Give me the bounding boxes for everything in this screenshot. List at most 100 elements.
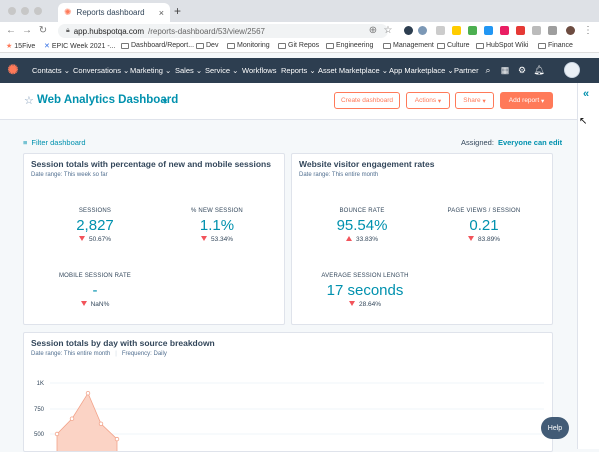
bookmark-item[interactable]: ✕ EPIC Week 2021 -...	[44, 42, 116, 51]
expand-sidebar-icon[interactable]: «	[583, 88, 590, 100]
down-arrow-icon	[78, 236, 85, 241]
dashboard-switcher-chevron-icon[interactable]: ▼	[161, 97, 169, 106]
card-title[interactable]: Website visitor engagement rates	[299, 159, 435, 169]
dashboard-header: ☆ Web Analytics Dashboard ▼ Create dashb…	[0, 83, 577, 120]
bookmarks-bar: ★ 15Five ✕ EPIC Week 2021 -... Dashboard/R…	[0, 40, 599, 53]
bookmark-folder[interactable]: Culture	[437, 42, 470, 49]
card-date-range: Date range: This entire month	[299, 172, 379, 178]
series-area	[56, 392, 118, 451]
assigned-value-link[interactable]: Everyone can edit	[497, 138, 563, 147]
data-point[interactable]	[114, 436, 120, 442]
favorite-star-icon[interactable]: ☆	[24, 95, 34, 107]
address-bar-row: ← → ↻ 🔒︎ app.hubspotqa.com/reports-dashb…	[0, 22, 599, 40]
help-button[interactable]: Help	[541, 417, 569, 439]
bookmark-folder[interactable]: HubSpot Wiki	[476, 42, 528, 49]
bookmark-item[interactable]: ★ 15Five	[6, 42, 36, 51]
tab-title: Reports dashboard	[76, 8, 145, 17]
down-arrow-icon	[467, 236, 474, 241]
bookmark-folder[interactable]: Engineering	[326, 42, 373, 49]
bookmark-folder[interactable]: Finance	[538, 42, 573, 49]
forward-icon[interactable]: →	[22, 25, 32, 36]
extension-icon[interactable]	[516, 26, 525, 35]
extension-icon[interactable]	[418, 26, 427, 35]
extension-icon[interactable]	[404, 26, 413, 35]
bookmark-star-icon[interactable]: ☆	[383, 25, 393, 36]
extension-icon[interactable]	[484, 26, 493, 35]
user-avatar[interactable]	[564, 62, 580, 78]
mouse-cursor-icon: ↖	[579, 116, 588, 127]
actions-button[interactable]: Actions ▾	[406, 92, 450, 109]
folder-icon	[538, 42, 546, 49]
marketplace-icon[interactable]: ▦	[500, 65, 510, 75]
nav-item-contacts[interactable]: Contacts ⌄	[32, 66, 70, 75]
browser-tab[interactable]: ✺ Reports dashboard ×	[58, 3, 170, 22]
metric-mobile-session-rate: MOBILE SESSION RATE - NaN%	[58, 273, 132, 308]
data-point[interactable]	[69, 416, 75, 421]
reload-icon[interactable]: ↻	[38, 25, 48, 36]
search-icon[interactable]: ⌕	[485, 65, 491, 75]
metric-sessions: SESSIONS 2,827 50.67%	[76, 208, 114, 243]
nav-item-asset-marketplace[interactable]: Asset Marketplace ⌄	[318, 66, 389, 75]
extension-icon[interactable]	[548, 26, 557, 35]
minimize-window-button[interactable]	[21, 7, 29, 15]
down-arrow-icon	[80, 301, 87, 306]
extension-icon[interactable]	[532, 26, 541, 35]
create-dashboard-button[interactable]: Create dashboard	[334, 92, 400, 109]
card-title[interactable]: Session totals with percentage of new an…	[31, 159, 271, 169]
right-sidebar-rail: «	[577, 83, 599, 449]
daily-sessions-report-card: Session totals by day with source breakd…	[23, 332, 553, 452]
filter-dashboard-link[interactable]: ≡ Filter dashboard	[23, 138, 86, 147]
folder-icon	[383, 42, 391, 49]
bookmark-favicon-icon: ★	[6, 43, 13, 50]
zoom-icon[interactable]: ⊕	[368, 25, 378, 36]
add-report-button[interactable]: Add report ▾	[500, 92, 553, 109]
hubspot-logo-icon[interactable]: ✺	[7, 62, 19, 77]
filter-icon: ≡	[23, 138, 28, 147]
nav-item-workflows[interactable]: Workflows	[242, 66, 277, 75]
data-point[interactable]	[98, 421, 104, 426]
folder-icon	[227, 42, 235, 49]
close-window-button[interactable]	[8, 7, 16, 15]
y-tick-label: 750	[34, 407, 45, 413]
down-arrow-icon	[200, 236, 207, 241]
extension-icon[interactable]	[500, 26, 509, 35]
folder-icon	[476, 42, 484, 49]
extension-icon[interactable]	[468, 26, 477, 35]
data-point[interactable]	[54, 431, 60, 437]
bookmark-folder[interactable]: Monitoring	[227, 42, 270, 49]
folder-icon	[121, 42, 129, 49]
nav-item-conversations[interactable]: Conversations ⌄	[73, 66, 130, 75]
sessions-area-chart: 1K 750 500	[34, 381, 544, 451]
extension-icon[interactable]	[452, 26, 461, 35]
up-arrow-icon	[345, 236, 352, 241]
back-icon[interactable]: ←	[6, 25, 16, 36]
nav-item-sales[interactable]: Sales ⌄	[175, 66, 203, 75]
new-tab-button[interactable]: +	[174, 4, 182, 18]
maximize-window-button[interactable]	[34, 7, 42, 15]
share-button[interactable]: Share ▾	[455, 92, 494, 109]
nav-item-app-marketplace[interactable]: App Marketplace ⌄	[389, 66, 454, 75]
settings-icon[interactable]: ⚙	[517, 65, 527, 75]
profile-avatar[interactable]	[566, 26, 575, 35]
nav-item-marketing[interactable]: Marketing ⌄	[130, 66, 172, 75]
card-title[interactable]: Session totals by day with source breakd…	[31, 338, 215, 348]
bookmark-folder[interactable]: Dev	[196, 42, 218, 49]
assigned-info: Assigned: Everyone can edit	[461, 138, 563, 147]
bookmark-favicon-icon: ✕	[44, 43, 50, 50]
browser-menu-icon[interactable]: ⋮	[583, 25, 593, 36]
data-point[interactable]	[85, 391, 91, 396]
nav-item-service[interactable]: Service ⌄	[205, 66, 239, 75]
close-tab-icon[interactable]: ×	[158, 7, 164, 18]
nav-item-partner[interactable]: Partner	[454, 66, 479, 75]
notifications-icon[interactable]: 🔔︎	[533, 65, 545, 75]
bookmark-folder[interactable]: Git Repos	[278, 42, 319, 49]
metric-page-views-per-session: PAGE VIEWS / SESSION 0.21 83.89%	[447, 208, 521, 243]
down-arrow-icon	[348, 301, 355, 306]
extension-icon[interactable]	[436, 26, 445, 35]
bookmark-folder[interactable]: Management	[383, 42, 434, 49]
url-field[interactable]: 🔒︎ app.hubspotqa.com/reports-dashboard/5…	[58, 24, 388, 38]
bookmark-folder[interactable]: Dashboard/Report...	[121, 42, 194, 49]
metric-bounce-rate: BOUNCE RATE 95.54% 33.83%	[336, 208, 388, 243]
nav-item-reports[interactable]: Reports ⌄	[281, 66, 316, 75]
dashboard-title[interactable]: Web Analytics Dashboard	[37, 94, 179, 106]
